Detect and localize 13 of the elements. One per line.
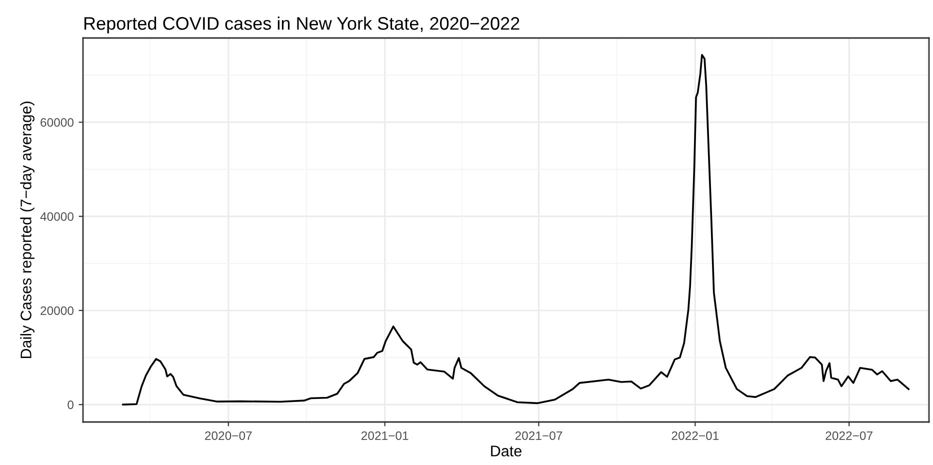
- y-tick-label: 20000: [40, 306, 74, 316]
- line-series: [122, 54, 910, 406]
- y-tick-label: 60000: [40, 118, 74, 127]
- x-axis-title: Date: [491, 446, 522, 456]
- x-tick-label: 2021−01: [361, 431, 408, 440]
- y-axis-title: Daily Cases reported (7−day average): [20, 102, 34, 358]
- y-tick-label: 0: [68, 400, 74, 410]
- chart-title: Reported COVID cases in New York State, 2020−2022: [84, 16, 520, 34]
- x-tick-label: 2022−07: [826, 431, 872, 440]
- x-tick-label: 2021−07: [515, 431, 562, 440]
- x-tick-label: 2020−07: [205, 431, 252, 440]
- y-tick-label: 40000: [40, 212, 74, 221]
- x-tick-label: 2022−01: [672, 431, 719, 440]
